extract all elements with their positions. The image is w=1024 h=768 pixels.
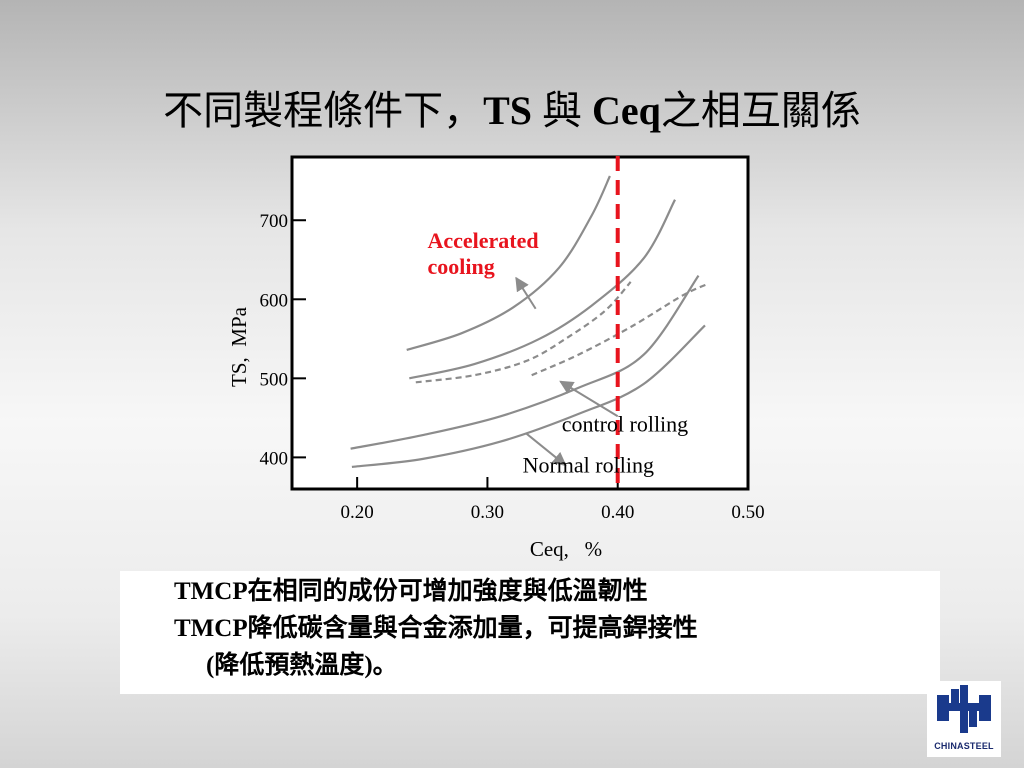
y-tick-label-1: 500 (260, 369, 289, 390)
curve-1 (409, 199, 676, 380)
annotation-arrow-1 (559, 380, 619, 418)
chinasteel-logo-icon (937, 685, 991, 733)
x-tick-label-0: 0.20 (341, 502, 374, 523)
ts-ceq-chart: 400 500 600 700 0.20 0.30 0.40 0.50 Accelerate… (227, 155, 765, 561)
chinasteel-logo: CHINASTEEL (927, 681, 1001, 757)
note-line-2: TMCP降低碳含量與合金添加量，可提高銲接性 (174, 615, 698, 642)
curve-5 (351, 324, 706, 468)
annotation-label-0-0: Accelerated (427, 228, 538, 253)
title-ts: TS (483, 88, 533, 133)
y-tick-label-0: 400 (260, 448, 289, 469)
title-prefix: 不同製程條件下， (163, 88, 484, 133)
curves (350, 175, 710, 468)
x-ticks: 0.20 0.30 0.40 0.50 (341, 477, 765, 523)
x-tick-label-1: 0.30 (471, 502, 504, 523)
x-tick-label-3: 0.50 (731, 502, 764, 523)
curve-0 (406, 175, 611, 351)
note-line-3: (降低預熱溫度)。 (206, 652, 398, 679)
annotation-label-0-1: cooling (427, 254, 494, 279)
title-ceq: Ceq (592, 88, 661, 133)
y-tick-label-2: 600 (260, 290, 289, 311)
title-mid: 與 (532, 88, 593, 133)
title-suffix: 之相互關係 (660, 88, 861, 133)
notes-box: TMCP在相同的成份可增加強度與低溫韌性 TMCP降低碳含量與合金添加量，可提高… (120, 571, 940, 694)
plot-frame (290, 155, 750, 491)
note-line-1: TMCP在相同的成份可增加強度與低溫韌性 (174, 578, 648, 605)
y-ticks: 400 500 600 700 (260, 211, 306, 469)
curve-2 (415, 281, 632, 384)
y-tick-label-3: 700 (260, 211, 289, 232)
annotation-label-1-0: control rolling (562, 411, 688, 436)
curve-4 (350, 274, 700, 450)
logo-text: CHINASTEEL (934, 741, 994, 751)
y-axis-label: TS, MPa (227, 306, 251, 387)
curve-3 (531, 282, 710, 377)
slide-title: 不同製程條件下，TS 與 Ceq之相互關係 (0, 78, 1024, 136)
annotation-arrow-0 (515, 276, 537, 310)
annotation-label-2-0: Normal rolling (523, 452, 654, 477)
x-tick-label-2: 0.40 (601, 502, 634, 523)
annotation-arrow-2 (525, 432, 567, 467)
x-axis-label: Ceq, % (530, 537, 602, 561)
